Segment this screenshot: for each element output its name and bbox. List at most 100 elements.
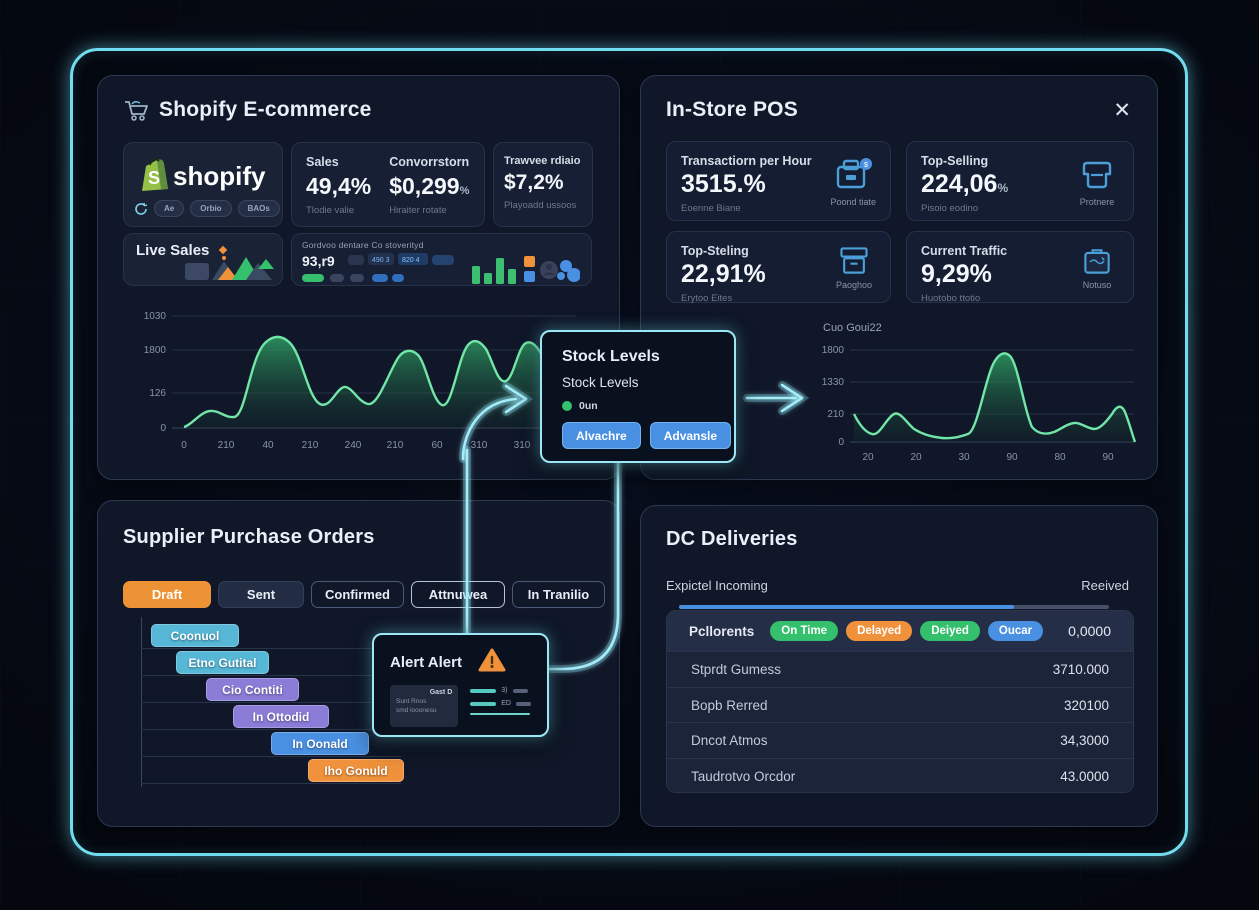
shopify-logo-card: S shopify Ae Orbio BAOs — [123, 142, 283, 227]
live-sales-label: Live Sales — [136, 242, 210, 259]
svg-text:S: S — [148, 168, 160, 188]
outer-glow-frame — [70, 48, 1188, 856]
shopify-badge: Orbio — [190, 200, 232, 217]
table-row: Stprdt Gumess 3710.000 — [667, 651, 1133, 687]
svg-text:40: 40 — [262, 440, 274, 451]
progress-fill — [679, 605, 1015, 609]
stock-action-button-1[interactable]: Alvachre — [562, 422, 641, 449]
incoming-progress-bar — [679, 605, 1109, 609]
panel-shopify-ecommerce: Shopify E-commerce S shopify Ae Orbio BA… — [97, 75, 620, 480]
tab-confirmed[interactable]: Confirmed — [311, 581, 404, 608]
tab-sent[interactable]: Sent — [218, 581, 304, 608]
table-row: Taudrotvo Orcdor 43.0000 — [667, 758, 1133, 792]
stock-levels-popup: Stock Levels Stock Levels 0un Alvachre A… — [540, 330, 736, 463]
summary-card: Gordvoo dentare Co stoverityd 93,r9 490 … — [291, 233, 592, 286]
svg-text:0: 0 — [838, 437, 844, 448]
table-row: Bopb Rerred 320100 — [667, 686, 1133, 723]
gantt-bar[interactable]: In Ottodid — [233, 705, 329, 728]
sync-icon — [135, 202, 148, 215]
gantt-bar[interactable]: In Oonald — [271, 732, 369, 755]
panel-title: In-Store POS — [666, 98, 798, 121]
pos-chart-title: Cuo Goui22 — [823, 322, 882, 334]
panel-title: DC Deliveries — [666, 528, 798, 550]
svg-text:20: 20 — [910, 452, 922, 463]
stock-action-button-2[interactable]: Advansle — [649, 422, 732, 449]
alert-title: Alert Alert — [390, 654, 462, 671]
pos-stat-top-selling: Top-Selling 224,06% Pisoio eodino Protne… — [906, 141, 1134, 221]
live-sales-mini-chart — [185, 245, 274, 280]
svg-text:30: 30 — [958, 452, 970, 463]
status-badge: Deiyed — [920, 621, 980, 641]
svg-text:90: 90 — [1006, 452, 1018, 463]
popup-title: Stock Levels — [562, 348, 660, 365]
svg-text:210: 210 — [302, 440, 319, 451]
dc-header: DC Deliveries — [666, 528, 798, 551]
dc-subheader: Expictel Incoming Reeived — [666, 578, 1129, 593]
svg-text:shopify: shopify — [173, 161, 266, 191]
tab-attention[interactable]: Attnuwea — [411, 581, 505, 608]
live-sales-card: Live Sales — [123, 233, 283, 286]
svg-text:93,r9: 93,r9 — [302, 253, 335, 269]
svg-text:210: 210 — [387, 440, 404, 451]
shopify-area-chart: 1030 1800 126 0 0 210 40 210 240 210 60 … — [144, 311, 576, 451]
svg-text:490 3: 490 3 — [372, 257, 390, 264]
svg-text:1800: 1800 — [822, 345, 845, 356]
table-row: Pcllorents On Time Delayed Deiyed Oucar … — [667, 611, 1133, 651]
supplier-tabs: Draft Sent Confirmed Attnuwea In Tranili… — [123, 581, 605, 608]
alert-popup: Alert Alert Gast D Sunt Rnos smd looones… — [372, 633, 549, 737]
shopify-logo: S shopify — [142, 158, 266, 191]
kiosk-icon — [1082, 161, 1112, 189]
gantt-bar[interactable]: Cio Contiti — [206, 678, 299, 701]
svg-text:1330: 1330 — [822, 377, 845, 388]
shopify-stats-card: Sales 49,4% Tlodie valie Convorrstorn $0… — [291, 142, 485, 227]
status-badge: Delayed — [846, 621, 913, 641]
register-icon: $ — [837, 158, 873, 189]
svg-text:210: 210 — [218, 440, 235, 451]
svg-text:60: 60 — [431, 440, 443, 451]
svg-text:820 4: 820 4 — [402, 257, 420, 264]
svg-text:0: 0 — [160, 423, 166, 434]
svg-text:210: 210 — [827, 409, 844, 420]
svg-text:310: 310 — [471, 440, 488, 451]
gantt-bar[interactable]: Iho Gonuld — [308, 759, 404, 782]
svg-text:310: 310 — [514, 440, 531, 451]
svg-text:$: $ — [864, 162, 868, 169]
shopify-header: Shopify E-commerce — [123, 98, 372, 122]
svg-text:126: 126 — [149, 388, 166, 399]
received-label: Reeived — [1081, 578, 1129, 593]
shopify-badge: BAOs — [237, 200, 280, 217]
stock-legend: 0un — [562, 400, 714, 412]
panel-title: Supplier Purchase Orders — [123, 526, 375, 548]
panel-dc-deliveries: DC Deliveries Expictel Incoming Reeived … — [640, 505, 1158, 827]
stat-conversions: Convorrstorn $0,299% Hiraiter rotate — [389, 155, 470, 216]
close-icon[interactable]: ✕ — [1113, 99, 1131, 122]
alert-mini-card: Gast D Sunt Rnos smd looonesu — [390, 685, 459, 727]
shopify-badge: Ae — [154, 200, 185, 217]
summary-mini-content: 93,r9 490 3 820 4 — [302, 253, 581, 284]
svg-text:80: 80 — [1054, 452, 1066, 463]
pos-stat-top-steling: Top-Steling 22,91% Erytoo Eites Paoghoo — [666, 231, 891, 304]
status-badge: On Time — [770, 621, 839, 641]
green-dot-icon — [562, 401, 572, 411]
table-row: Dncot Atmos 34,3000 — [667, 722, 1133, 758]
svg-text:1030: 1030 — [144, 311, 167, 322]
gantt-bar[interactable]: Etno Gutital — [176, 651, 269, 674]
svg-text:90: 90 — [1102, 452, 1114, 463]
panel-title: Shopify E-commerce — [159, 98, 372, 121]
tab-in-transit[interactable]: In Tranilio — [512, 581, 605, 608]
stat-sales: Sales 49,4% Tlodie valie — [306, 155, 372, 216]
warning-icon — [478, 648, 506, 672]
tab-draft[interactable]: Draft — [123, 581, 211, 608]
shopify-badges-row: Ae Orbio BAOs — [134, 200, 280, 217]
alert-detail-lines: 3) ED — [470, 685, 531, 715]
svg-text:240: 240 — [345, 440, 362, 451]
archive-box-icon — [840, 247, 868, 274]
briefcase-icon — [1084, 249, 1110, 274]
pos-area-chart: 1800 1330 210 0 20 20 30 90 80 90 — [822, 345, 1137, 463]
gantt-bar[interactable]: Coonuol — [151, 624, 239, 647]
deliveries-table: Pcllorents On Time Delayed Deiyed Oucar … — [666, 610, 1134, 793]
pos-stat-current-traffic: Current Traffic 9,29% Huotobo ttotio Not… — [906, 231, 1134, 304]
status-badge: Oucar — [987, 621, 1044, 641]
stat-traffic-ratio: Trawvee rdiaio $7,2% Playoadd ussoos — [493, 142, 593, 227]
